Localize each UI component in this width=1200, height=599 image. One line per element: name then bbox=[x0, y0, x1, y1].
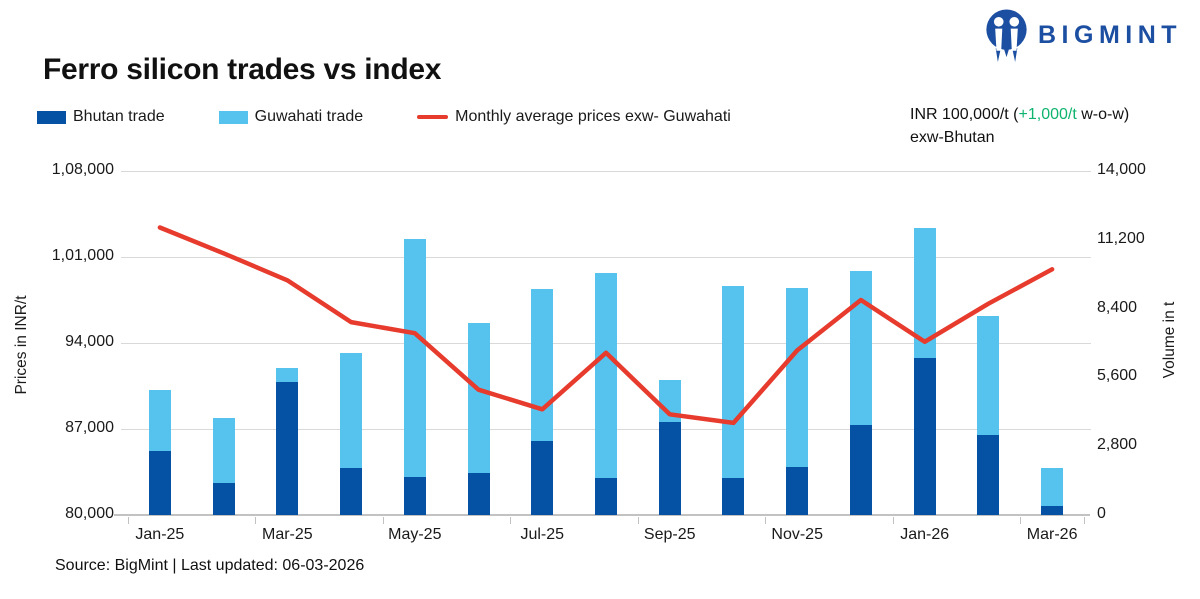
callout-location: exw-Bhutan bbox=[910, 129, 995, 146]
bar-segment-guwahati bbox=[212, 417, 235, 484]
bigmint-logo-text: BIGMINT bbox=[1038, 21, 1183, 49]
price-line-chart bbox=[157, 225, 1055, 426]
right-axis-title: Volume in t bbox=[1161, 301, 1178, 379]
x-axis-tick bbox=[255, 517, 257, 524]
bar-segment-bhutan bbox=[849, 425, 872, 515]
x-axis-label: Jan-26 bbox=[900, 526, 950, 543]
legend-item: Guwahati trade bbox=[218, 108, 364, 126]
left-axis-title: Prices in INR/t bbox=[13, 295, 30, 395]
x-axis-tick bbox=[892, 517, 894, 524]
gridline bbox=[121, 256, 1091, 258]
bar-segment-bhutan bbox=[148, 451, 171, 515]
bar-segment-guwahati bbox=[467, 323, 490, 474]
legend-label: Bhutan trade bbox=[73, 108, 165, 125]
bar-segment-guwahati bbox=[1041, 468, 1064, 507]
bar-segment-bhutan bbox=[212, 483, 235, 515]
x-axis-label: Mar-25 bbox=[261, 526, 313, 543]
legend-item: Monthly average prices exw- Guwahati bbox=[417, 108, 731, 126]
left-axis-tick-label: 1,01,000 bbox=[51, 247, 114, 264]
bar-segment-guwahati bbox=[722, 286, 745, 479]
bar-segment-bhutan bbox=[403, 476, 426, 515]
x-axis-tick bbox=[1020, 517, 1022, 524]
bar-segment-bhutan bbox=[531, 441, 554, 515]
bar-segment-bhutan bbox=[467, 473, 490, 515]
bar-segment-bhutan bbox=[276, 382, 299, 515]
price-line bbox=[157, 225, 1055, 426]
x-axis-line bbox=[114, 514, 1090, 516]
legend-box-swatch bbox=[37, 110, 66, 124]
bar-segment-bhutan bbox=[913, 357, 936, 515]
x-axis-tick bbox=[1084, 517, 1085, 524]
x-axis-label: Jan-25 bbox=[135, 526, 185, 543]
bar-segment-guwahati bbox=[595, 272, 617, 479]
callout-price: INR 100,000/t ( bbox=[910, 106, 1019, 123]
bar-segment-bhutan bbox=[658, 421, 681, 515]
x-axis-label: Sep-25 bbox=[643, 526, 696, 543]
bar-segment-bhutan bbox=[977, 435, 1000, 515]
bar-segment-guwahati bbox=[849, 270, 872, 426]
x-axis-label: May-25 bbox=[388, 526, 442, 543]
legend-label: Monthly average prices exw- Guwahati bbox=[455, 108, 731, 125]
bar-segment-guwahati bbox=[148, 389, 171, 452]
x-axis-label: Mar-26 bbox=[1026, 526, 1078, 543]
left-axis-tick-label: 80,000 bbox=[65, 505, 114, 522]
right-axis-tick-label: 5,600 bbox=[1097, 367, 1138, 385]
bar-segment-bhutan bbox=[1041, 506, 1064, 515]
x-axis-label: Jul-25 bbox=[520, 526, 565, 543]
bar-segment-guwahati bbox=[977, 315, 1000, 436]
source-note: Source: BigMint | Last updated: 06-03-20… bbox=[55, 557, 365, 574]
bar-segment-bhutan bbox=[595, 478, 617, 515]
legend: Bhutan trade Guwahati trade Monthly averag… bbox=[37, 108, 731, 126]
bar-segment-bhutan bbox=[786, 467, 809, 515]
callout-wow: w-o-w) bbox=[1076, 106, 1130, 123]
right-axis-tick-label: 8,400 bbox=[1097, 298, 1138, 316]
x-axis-tick bbox=[637, 517, 639, 524]
bar-segment-guwahati bbox=[913, 227, 936, 358]
bar-segment-bhutan bbox=[722, 478, 745, 515]
x-axis-label: Nov-25 bbox=[771, 526, 823, 543]
x-axis-tick bbox=[382, 517, 384, 524]
legend-box-swatch bbox=[218, 110, 248, 124]
gridline bbox=[121, 170, 1091, 172]
bar-segment-guwahati bbox=[340, 352, 363, 469]
chart-title: Ferro silicon trades vs index bbox=[43, 53, 442, 86]
bar-segment-guwahati bbox=[276, 367, 299, 383]
x-axis-tick bbox=[128, 517, 129, 524]
legend-line-swatch bbox=[417, 115, 449, 119]
x-axis-tick bbox=[765, 517, 767, 524]
callout-change-value: +1,000/t bbox=[1018, 106, 1077, 123]
right-axis-tick-label: 0 bbox=[1097, 505, 1106, 522]
bigmint-logo: BIGMINT bbox=[983, 8, 1182, 63]
x-axis-tick bbox=[510, 517, 512, 524]
right-axis-tick-label: 2,800 bbox=[1097, 436, 1138, 454]
right-axis-tick-label: 11,200 bbox=[1097, 229, 1145, 247]
right-axis-tick-label: 14,000 bbox=[1097, 161, 1146, 178]
legend-item: Bhutan trade bbox=[37, 108, 165, 126]
bar-segment-bhutan bbox=[340, 468, 363, 515]
left-axis-tick-label: 1,08,000 bbox=[51, 161, 114, 178]
price-callout: INR 100,000/t (+1,000/t w-o-w) exw-Bhuta… bbox=[910, 103, 1195, 149]
bar-segment-guwahati bbox=[786, 287, 809, 468]
left-axis-tick-label: 87,000 bbox=[65, 419, 114, 436]
left-axis-tick-label: 94,000 bbox=[65, 333, 114, 350]
bar-segment-guwahati bbox=[403, 238, 426, 477]
bigmint-logo-icon bbox=[986, 9, 1027, 63]
legend-label: Guwahati trade bbox=[254, 108, 364, 125]
